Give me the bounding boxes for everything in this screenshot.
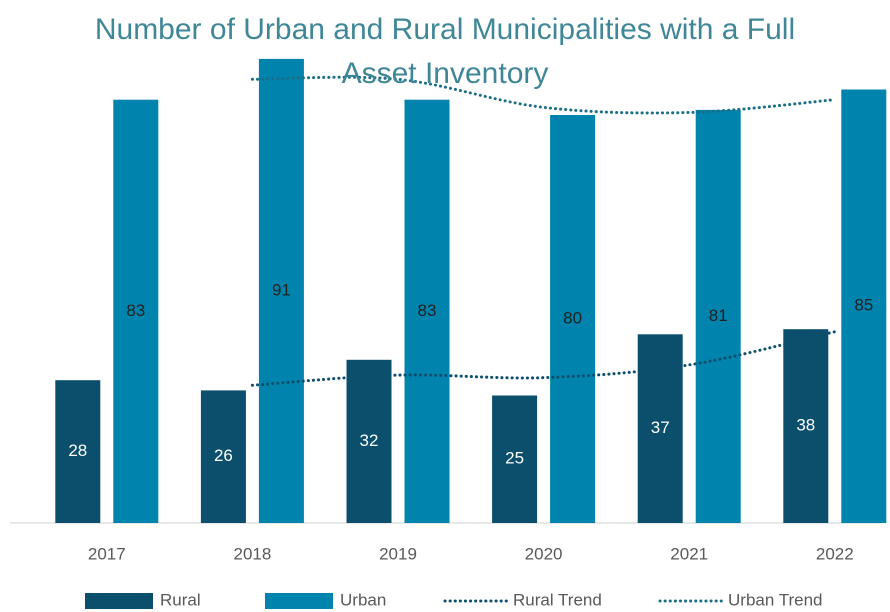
data-label: 32 bbox=[360, 431, 379, 450]
bar bbox=[492, 395, 538, 523]
trend-line bbox=[250, 330, 837, 387]
x-tick-label: 2021 bbox=[670, 544, 708, 563]
legend-label: Urban Trend bbox=[728, 590, 823, 609]
data-label: 26 bbox=[214, 446, 233, 465]
data-label: 38 bbox=[796, 416, 815, 435]
data-label: 28 bbox=[68, 441, 87, 460]
data-label: 25 bbox=[505, 449, 524, 468]
legend-label: Urban bbox=[340, 590, 386, 609]
trend-line bbox=[250, 75, 837, 115]
legend-label: Rural bbox=[160, 590, 201, 609]
bar bbox=[258, 58, 304, 524]
x-tick-label: 2018 bbox=[233, 544, 271, 563]
bar bbox=[695, 109, 741, 524]
bar bbox=[200, 390, 246, 523]
data-label: 37 bbox=[651, 418, 670, 437]
x-tick-label: 2017 bbox=[88, 544, 126, 563]
chart-title: Number of Urban and Rural Municipalities… bbox=[94, 13, 796, 90]
bar bbox=[346, 359, 392, 523]
data-label: 91 bbox=[272, 280, 291, 299]
data-label: 83 bbox=[126, 301, 145, 320]
x-tick-label: 2022 bbox=[816, 544, 854, 563]
bar bbox=[113, 99, 159, 523]
data-label: 85 bbox=[854, 296, 873, 315]
x-tick-label: 2019 bbox=[379, 544, 417, 563]
data-label: 81 bbox=[709, 306, 728, 325]
bar bbox=[404, 99, 450, 523]
data-label: 83 bbox=[418, 301, 437, 320]
legend-swatch bbox=[265, 593, 333, 609]
bar bbox=[550, 115, 596, 523]
bar bbox=[783, 329, 829, 523]
x-tick-label: 2020 bbox=[525, 544, 563, 563]
bar bbox=[841, 89, 887, 523]
legend-label: Rural Trend bbox=[513, 590, 602, 609]
legend-swatch bbox=[85, 593, 153, 609]
bar bbox=[55, 380, 101, 523]
data-label: 80 bbox=[563, 308, 582, 327]
